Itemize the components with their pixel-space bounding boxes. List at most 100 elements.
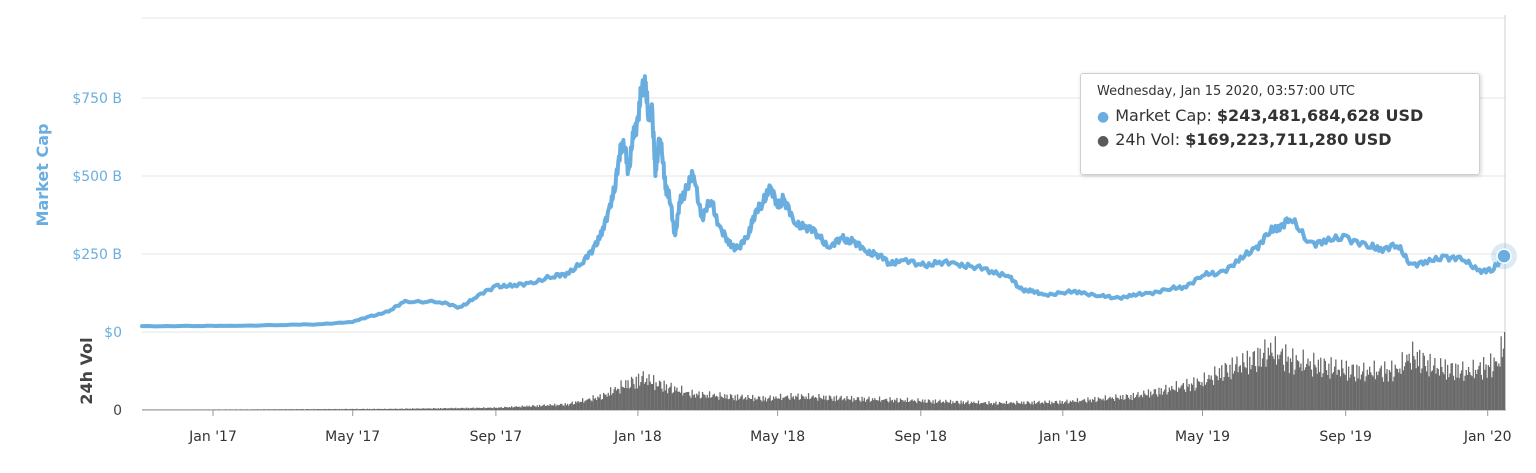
volume-bar — [707, 397, 710, 410]
volume-bar — [728, 398, 730, 410]
volume-bar — [394, 408, 396, 410]
volume-bar — [622, 387, 625, 410]
volume-bar — [721, 397, 723, 410]
volume-bar — [1494, 361, 1496, 410]
volume-bar — [250, 409, 252, 410]
volume-bar — [597, 396, 599, 410]
volume-bar — [1469, 372, 1471, 410]
volume-bar — [913, 400, 916, 410]
volume-axis-ticks: 0 — [113, 403, 122, 419]
volume-bar — [1483, 357, 1485, 410]
hover-point[interactable] — [1496, 248, 1512, 264]
volume-bar — [1298, 361, 1300, 410]
volume-bar — [179, 409, 181, 410]
volume-bar — [383, 409, 385, 410]
volume-bar — [374, 409, 377, 410]
volume-bar — [739, 398, 741, 410]
volume-bar — [275, 409, 278, 410]
volume-bar — [1467, 367, 1470, 410]
volume-bar — [1020, 401, 1023, 410]
volume-bar — [1096, 401, 1098, 410]
volume-bar — [386, 409, 388, 410]
volume-bar — [621, 386, 623, 410]
volume-bar — [1268, 355, 1271, 410]
volume-bar — [1382, 381, 1385, 410]
volume-bar — [287, 409, 289, 410]
volume-bar — [1250, 369, 1252, 410]
volume-bar — [1091, 399, 1094, 410]
volume-bar — [1453, 380, 1456, 410]
volume-bar — [951, 404, 953, 410]
volume-bar — [1083, 399, 1086, 410]
volume-bar — [245, 409, 247, 410]
volume-bar — [1356, 364, 1358, 410]
volume-bar — [692, 395, 694, 410]
volume-bar — [1369, 366, 1371, 410]
volume-bar — [1487, 365, 1489, 410]
volume-bar — [424, 408, 427, 410]
volume-bar — [956, 400, 959, 410]
volume-bar — [559, 403, 562, 410]
volume-bar — [145, 409, 147, 410]
volume-bar — [232, 409, 235, 410]
volume-bar — [637, 373, 640, 410]
volume-bar — [270, 409, 272, 410]
volume-bar — [682, 395, 684, 410]
volume-bar — [575, 401, 577, 410]
volume-bar — [320, 409, 322, 410]
volume-bar — [1327, 375, 1329, 410]
volume-bar — [1053, 402, 1055, 410]
volume-bar — [679, 392, 682, 410]
volume-bar — [1199, 381, 1201, 410]
volume-bar — [203, 409, 205, 410]
volume-bar — [1214, 366, 1216, 410]
volume-bar — [804, 398, 806, 410]
volume-bar — [968, 404, 970, 410]
volume-bar — [1037, 402, 1039, 410]
volume-bar — [1178, 387, 1180, 410]
volume-bar — [514, 406, 516, 410]
volume-bar — [1300, 363, 1302, 410]
volume-bar — [408, 408, 410, 410]
volume-bar — [1358, 366, 1360, 410]
volume-bar — [656, 386, 658, 410]
volume-bar — [396, 408, 399, 410]
volume-bar — [1189, 391, 1191, 410]
volume-bar — [1345, 360, 1347, 410]
volume-bar — [260, 409, 262, 410]
volume-bar — [583, 402, 585, 410]
volume-bar — [606, 396, 608, 410]
volume-bar — [749, 398, 751, 410]
volume-bar — [353, 409, 356, 410]
volume-bar — [1040, 402, 1042, 410]
volume-bar — [613, 389, 615, 410]
volume-bar — [1430, 371, 1432, 410]
volume-bar — [568, 405, 570, 410]
volume-bar — [1001, 402, 1003, 410]
volume-bar — [471, 407, 473, 410]
volume-bar — [766, 401, 768, 410]
volume-bar — [988, 401, 990, 410]
volume-bar — [490, 407, 492, 410]
volume-bar — [1311, 376, 1314, 410]
volume-bar — [800, 394, 803, 410]
volume-bar — [1442, 372, 1444, 410]
volume-bar — [279, 409, 281, 410]
volume-bar — [1123, 400, 1125, 410]
volume-bar — [696, 393, 698, 410]
volume-bar — [1216, 376, 1218, 410]
volume-bar — [530, 406, 533, 410]
volume-bar — [1490, 353, 1492, 410]
volume-bar — [854, 400, 856, 410]
volume-bar — [1424, 366, 1427, 410]
volume-bar — [484, 408, 486, 410]
volume-bar — [847, 398, 849, 410]
volume-bar — [543, 404, 545, 410]
volume-bar — [1174, 390, 1176, 410]
volume-bar — [539, 404, 541, 410]
volume-bar — [288, 409, 290, 410]
volume-bar — [1265, 366, 1267, 410]
volume-bar — [1073, 401, 1075, 410]
volume-bar — [522, 406, 524, 410]
volume-bar — [470, 408, 472, 410]
